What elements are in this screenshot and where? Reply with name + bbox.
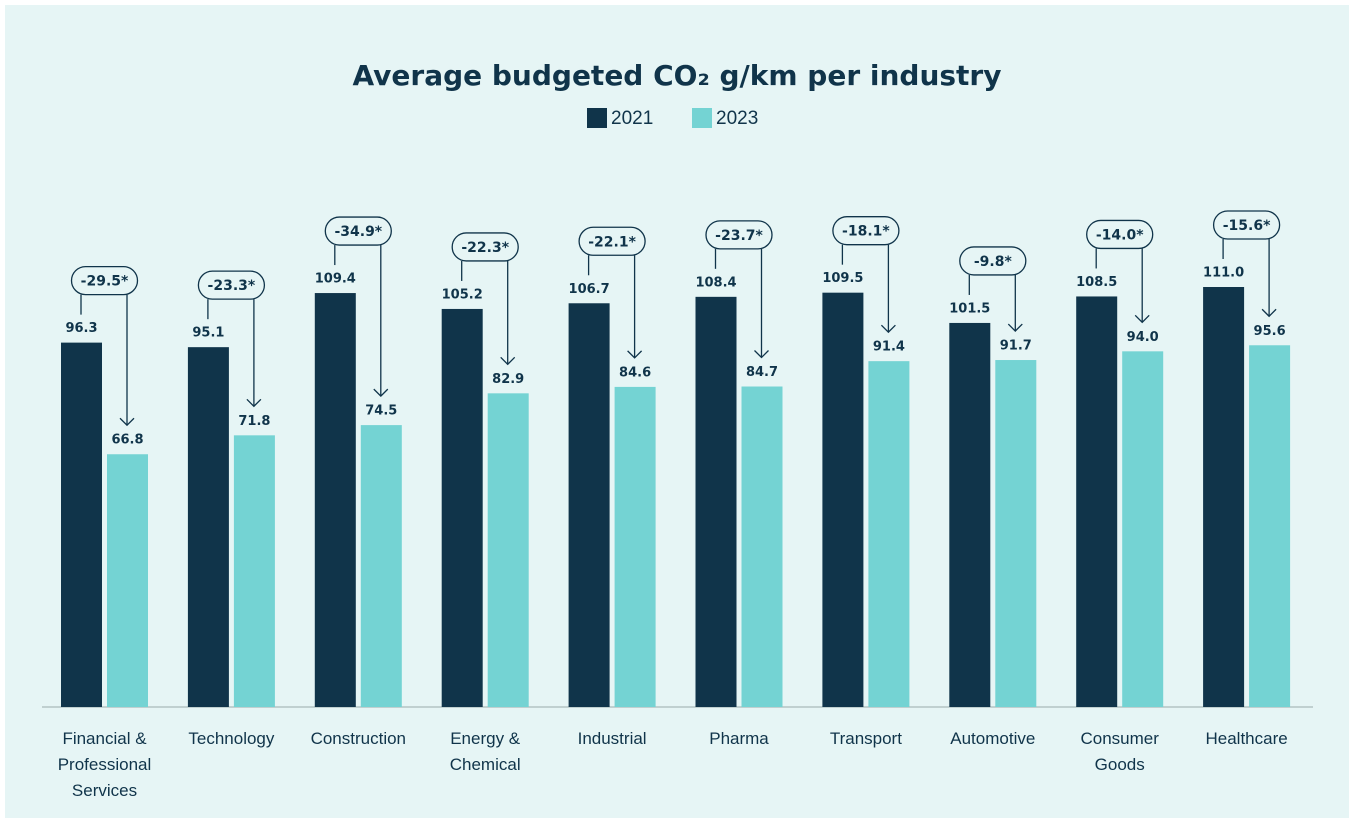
annotation-bubble — [705, 220, 773, 250]
value-label: 71.8 — [238, 414, 270, 429]
value-label: 106.7 — [569, 282, 610, 297]
annotation: -34.9* — [334, 224, 382, 240]
legend-label: 2021 — [611, 108, 653, 129]
bar — [695, 296, 737, 707]
bar — [822, 292, 864, 707]
arrow-head — [373, 388, 389, 398]
x-tick-label: Consumer Goods — [1080, 729, 1159, 774]
value-label: 95.6 — [1254, 324, 1286, 339]
value-label: 108.4 — [695, 275, 736, 290]
arrow-head — [1261, 308, 1277, 318]
annotation: -14.0* — [1096, 227, 1144, 243]
arrow-head — [500, 356, 516, 366]
value-label: 95.1 — [192, 326, 224, 341]
value-label: 82.9 — [492, 372, 524, 387]
x-tick-label: Construction — [310, 729, 407, 748]
x-tick-label: Transport — [829, 729, 902, 748]
value-label: 108.5 — [1076, 275, 1117, 290]
bar — [1203, 287, 1245, 707]
arrow-head — [1134, 314, 1150, 324]
value-label: 66.8 — [111, 433, 143, 448]
annotation-bubble — [324, 216, 392, 246]
bar — [187, 347, 229, 707]
bar — [314, 293, 356, 707]
chart: Average budgeted CO₂ g/km per industry 2… — [42, 59, 1313, 708]
annotation: -9.8* — [974, 254, 1013, 270]
arrow-head — [754, 350, 769, 359]
value-label: 74.5 — [365, 404, 397, 419]
annotation-bubble — [70, 265, 139, 296]
value-label: 84.7 — [746, 365, 778, 380]
value-label: 94.0 — [1127, 330, 1159, 345]
value-label: 105.2 — [442, 287, 483, 302]
bar — [1122, 351, 1164, 707]
bar — [441, 308, 483, 707]
annotation-bubble — [578, 226, 646, 256]
annotation-bubble — [451, 232, 519, 262]
annotation: -23.3* — [208, 278, 256, 294]
chart-panel: Average budgeted CO₂ g/km per industry 2… — [5, 5, 1349, 818]
annotation-bubble — [197, 270, 266, 300]
arrow-head — [627, 350, 643, 359]
annotation-bubble — [1086, 219, 1154, 250]
bar — [61, 342, 102, 707]
x-tick-label: Automotive — [950, 729, 1036, 748]
bar — [487, 393, 529, 707]
value-label: 91.4 — [873, 340, 905, 355]
arrow-head — [1007, 323, 1023, 332]
annotation: -15.6* — [1223, 218, 1271, 234]
bar — [614, 386, 656, 707]
bar — [1076, 296, 1118, 707]
value-label: 101.5 — [949, 301, 990, 316]
bar — [233, 435, 275, 707]
x-tick-label: Financial & Professional Services — [57, 729, 152, 800]
arrow-head — [119, 417, 135, 427]
annotation-bubble — [959, 246, 1027, 276]
x-tick-label: Energy & Chemical — [449, 729, 521, 774]
chart-title: Average budgeted CO₂ g/km per industry — [352, 59, 1001, 92]
value-label: 109.4 — [315, 272, 356, 287]
x-tick-label: Industrial — [577, 729, 647, 748]
bar — [1249, 345, 1291, 707]
bar — [360, 425, 402, 707]
bar — [995, 360, 1037, 707]
value-label: 96.3 — [65, 321, 97, 336]
bar — [741, 386, 783, 707]
legend-label: 2023 — [716, 108, 758, 129]
arrow-head — [880, 324, 896, 334]
arrow-head — [246, 398, 262, 408]
legend-swatch — [587, 108, 607, 128]
annotation: -29.5* — [81, 274, 129, 290]
annotation-bubble — [832, 216, 900, 246]
annotation: -22.3* — [461, 240, 509, 256]
bar — [107, 454, 148, 707]
x-tick-label: Technology — [188, 729, 275, 748]
bar — [868, 361, 910, 707]
value-label: 109.5 — [822, 271, 863, 286]
value-label: 84.6 — [619, 365, 651, 380]
annotation-bubble — [1212, 210, 1281, 240]
annotation: -22.1* — [588, 234, 636, 250]
x-tick-label: Pharma — [709, 729, 769, 748]
bar — [568, 303, 610, 707]
legend-swatch — [692, 108, 712, 128]
bar — [949, 322, 991, 707]
value-label: 91.7 — [1000, 339, 1032, 354]
annotation: -23.7* — [715, 228, 763, 244]
value-label: 111.0 — [1203, 266, 1244, 281]
annotation: -18.1* — [842, 224, 890, 240]
x-tick-label: Healthcare — [1205, 729, 1288, 748]
